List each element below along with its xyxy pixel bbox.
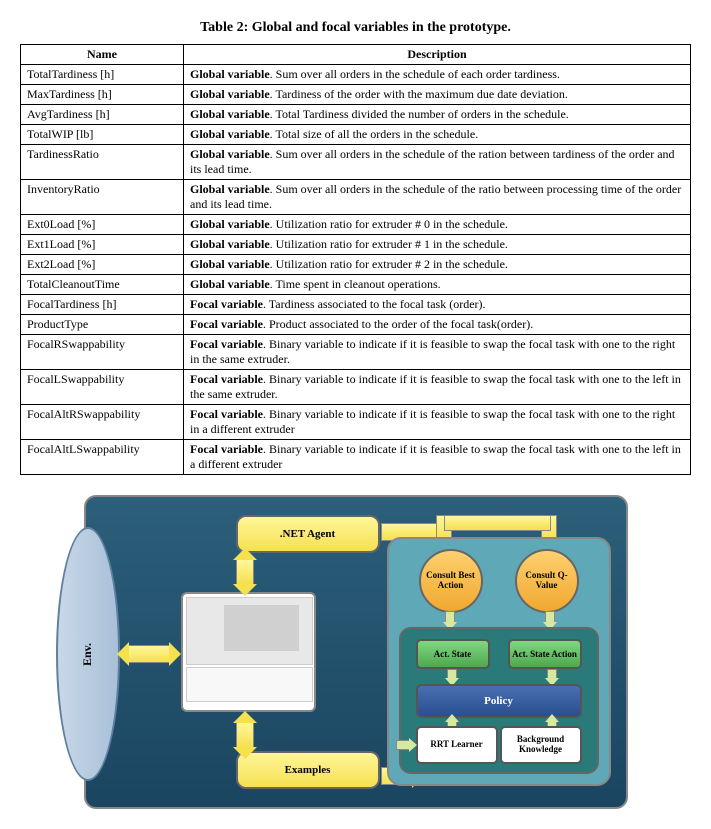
env-ellipse: Env. — [56, 527, 120, 781]
cell-desc: Global variable. Sum over all orders in … — [184, 65, 691, 85]
table-row: FocalTardiness [h]Focal variable. Tardin… — [21, 295, 691, 315]
table-row: FocalAltRSwappabilityFocal variable. Bin… — [21, 405, 691, 440]
table-row: TotalWIP [lb]Global variable. Total size… — [21, 125, 691, 145]
cell-name: TotalTardiness [h] — [21, 65, 184, 85]
cell-name: TardinessRatio — [21, 145, 184, 180]
cell-desc: Global variable. Total size of all the o… — [184, 125, 691, 145]
cell-name: TotalWIP [lb] — [21, 125, 184, 145]
cell-desc: Global variable. Time spent in cleanout … — [184, 275, 691, 295]
background-knowledge: Background Knowledge — [500, 726, 582, 764]
inner-panel: Act. State Act. State Action Policy RRT … — [399, 627, 599, 774]
arrow-act2-policy — [547, 669, 557, 679]
table-row: TardinessRatioGlobal variable. Sum over … — [21, 145, 691, 180]
cell-desc: Focal variable. Binary variable to indic… — [184, 335, 691, 370]
cell-name: ProductType — [21, 315, 184, 335]
arrow-into-rrt — [396, 740, 410, 750]
cell-name: FocalAltLSwappability — [21, 440, 184, 475]
arrow-screen-examples — [236, 722, 254, 748]
act-state-action: Act. State Action — [508, 639, 582, 669]
arrow-c2-act — [545, 611, 555, 623]
screenshot-box — [181, 592, 316, 712]
table-row: InventoryRatioGlobal variable. Sum over … — [21, 180, 691, 215]
cell-desc: Global variable. Utilization ratio for e… — [184, 255, 691, 275]
cell-name: AvgTardiness [h] — [21, 105, 184, 125]
cell-name: FocalRSwappability — [21, 335, 184, 370]
cell-desc: Focal variable. Product associated to th… — [184, 315, 691, 335]
screen-table — [186, 667, 313, 702]
arrow-top-connector — [444, 515, 551, 531]
table-row: Ext1Load [%]Global variable. Utilization… — [21, 235, 691, 255]
examples-box: Examples — [236, 751, 380, 789]
consult-best-action: Consult Best Action — [419, 549, 483, 613]
arrow-env-screen — [128, 645, 170, 663]
cell-desc: Global variable. Sum over all orders in … — [184, 145, 691, 180]
cell-desc: Focal variable. Binary variable to indic… — [184, 370, 691, 405]
cell-name: Ext1Load [%] — [21, 235, 184, 255]
th-name: Name — [21, 45, 184, 65]
th-desc: Description — [184, 45, 691, 65]
cell-name: FocalAltRSwappability — [21, 405, 184, 440]
table-title: Table 2: Global and focal variables in t… — [20, 20, 691, 36]
arrow-act1-policy — [447, 669, 457, 679]
policy-box: Policy — [416, 684, 582, 718]
screen-inner — [186, 597, 313, 665]
table-row: FocalAltLSwappabilityFocal variable. Bin… — [21, 440, 691, 475]
cell-desc: Focal variable. Tardiness associated to … — [184, 295, 691, 315]
diagram: Env. .NET Agent Examples Consult Best Ac… — [20, 495, 691, 809]
cell-desc: Focal variable. Binary variable to indic… — [184, 405, 691, 440]
cell-name: MaxTardiness [h] — [21, 85, 184, 105]
cell-name: Ext0Load [%] — [21, 215, 184, 235]
cell-desc: Global variable. Total Tardiness divided… — [184, 105, 691, 125]
table-row: Ext0Load [%]Global variable. Utilization… — [21, 215, 691, 235]
net-agent-box: .NET Agent — [236, 515, 380, 553]
cell-name: InventoryRatio — [21, 180, 184, 215]
table-row: AvgTardiness [h]Global variable. Total T… — [21, 105, 691, 125]
table-row: MaxTardiness [h]Global variable. Tardine… — [21, 85, 691, 105]
table-row: ProductTypeFocal variable. Product assoc… — [21, 315, 691, 335]
variables-table: Name Description TotalTardiness [h]Globa… — [20, 44, 691, 475]
table-row: Ext2Load [%]Global variable. Utilization… — [21, 255, 691, 275]
table-row: FocalLSwappabilityFocal variable. Binary… — [21, 370, 691, 405]
arrow-agent-screen — [236, 559, 254, 585]
diagram-outer: Env. .NET Agent Examples Consult Best Ac… — [84, 495, 628, 809]
cell-name: Ext2Load [%] — [21, 255, 184, 275]
table-row: FocalRSwappabilityFocal variable. Binary… — [21, 335, 691, 370]
table-row: TotalTardiness [h]Global variable. Sum o… — [21, 65, 691, 85]
cell-desc: Global variable. Tardiness of the order … — [184, 85, 691, 105]
act-state: Act. State — [416, 639, 490, 669]
cell-name: FocalLSwappability — [21, 370, 184, 405]
screen-bars — [224, 605, 299, 651]
arrow-c1-act — [445, 611, 455, 623]
rrt-learner: RRT Learner — [416, 726, 498, 764]
cell-desc: Focal variable. Binary variable to indic… — [184, 440, 691, 475]
cell-name: FocalTardiness [h] — [21, 295, 184, 315]
env-label: Env. — [80, 642, 95, 665]
table-row: TotalCleanoutTimeGlobal variable. Time s… — [21, 275, 691, 295]
consult-q-value: Consult Q-Value — [515, 549, 579, 613]
cell-name: TotalCleanoutTime — [21, 275, 184, 295]
cell-desc: Global variable. Sum over all orders in … — [184, 180, 691, 215]
cell-desc: Global variable. Utilization ratio for e… — [184, 235, 691, 255]
cell-desc: Global variable. Utilization ratio for e… — [184, 215, 691, 235]
right-panel: Consult Best Action Consult Q-Value Act.… — [387, 537, 611, 786]
